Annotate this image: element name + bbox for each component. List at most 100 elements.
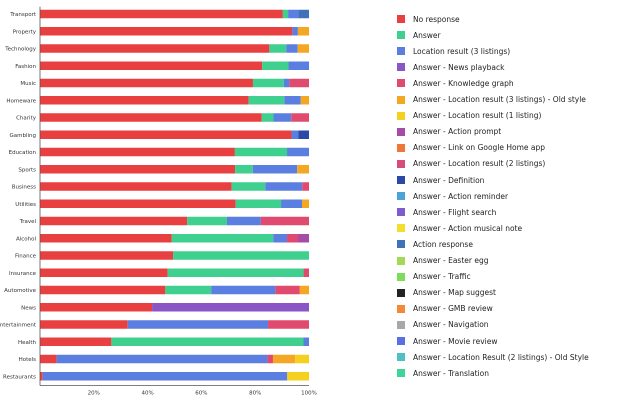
bar-segment-charity-no-response — [40, 113, 262, 122]
category-label-alcohol: Alcohol — [16, 236, 37, 242]
legend-label: Answer - Definition — [413, 175, 485, 185]
legend-item-answer-knowledge-graph: Answer - Knowledge graph — [397, 76, 514, 90]
legend-label: Answer - Navigation — [413, 320, 489, 330]
bar-segment-insurance-answer-knowledge-graph — [303, 268, 309, 277]
bar-segment-fashion-answer — [262, 61, 289, 70]
bar-segment-entertainment-location-result-3-listings — [127, 320, 269, 329]
bar-segment-automotive-location-result-3-listings — [211, 285, 276, 295]
legend-item-answer-location-result-2-listings-old-style: Answer - Location Result (2 listings) - … — [397, 350, 589, 364]
legend-label: Answer - Translation — [413, 368, 489, 378]
bar-segment-travel-answer — [187, 216, 227, 226]
legend-item-answer-map-suggest: Answer - Map suggest — [397, 286, 496, 300]
legend-label: Answer - Location result (3 listings) - … — [413, 95, 586, 104]
legend-label: Answer - Location result (1 listing) — [413, 111, 542, 121]
bar-segment-property-location-result-3-listings — [292, 27, 298, 36]
bar-segment-utilities-no-response — [40, 199, 236, 208]
bar-segment-travel-answer-knowledge-graph — [260, 216, 309, 226]
bar-segment-utilities-answer — [235, 199, 282, 208]
legend-swatch — [397, 208, 405, 217]
legend-swatch — [397, 288, 405, 297]
bar-segment-education-location-result-3-listings — [287, 147, 309, 157]
bar-segment-sports-answer — [235, 165, 253, 174]
bar-segment-health-location-result-3-listings — [303, 337, 309, 346]
bar-segment-alcohol-answer-knowledge-graph — [287, 234, 299, 243]
legend-item-answer-movie-review: Answer - Movie review — [397, 334, 497, 348]
bar-segment-insurance-answer — [167, 268, 304, 277]
legend-item-answer-action-prompt: Answer - Action prompt — [397, 125, 501, 139]
bar-segment-hotels-answer-location-result-1-listing — [295, 354, 309, 364]
legend-swatch — [397, 320, 405, 329]
bar-segment-transport-answer — [282, 9, 289, 19]
bar-segment-technology-location-result-3-listings — [286, 44, 298, 53]
bar-segment-technology-no-response — [40, 44, 270, 53]
legend-swatch — [397, 127, 405, 136]
legend-swatch — [397, 353, 405, 362]
bar-segment-entertainment-answer-knowledge-graph — [268, 320, 309, 329]
bar-segment-technology-answer — [269, 44, 287, 53]
bar-segment-homeware-answer-location-result-3-listings-old-style — [300, 96, 309, 105]
legend-item-answer-easter-egg: Answer - Easter egg — [397, 254, 489, 268]
category-labels: Transport Property Technology Fashion Music H… — [0, 12, 37, 380]
category-label-entertainment: Entertainment — [0, 323, 37, 329]
bar-segment-alcohol-answer-action-prompt — [298, 234, 309, 243]
legend-swatch — [397, 369, 405, 378]
bar-segment-insurance-no-response — [40, 268, 168, 277]
legend-swatch — [397, 143, 405, 152]
bar-segment-automotive-answer-location-result-3-listings-old-style — [299, 285, 309, 295]
bar-segment-charity-answer — [261, 113, 274, 122]
bar-segment-fashion-no-response — [40, 61, 263, 70]
legend-item-action-response: Action response — [397, 237, 473, 251]
legend-item-answer-traffic: Answer - Traffic — [397, 270, 471, 284]
bar-segment-sports-answer-location-result-3-listings-old-style — [297, 165, 309, 174]
bar-segment-restaurants-answer-location-result-1-listing — [287, 372, 309, 381]
bar-segment-entertainment-no-response — [40, 320, 128, 329]
bar-segment-automotive-no-response — [40, 285, 166, 295]
bar-segment-gambling-answer-definition — [298, 130, 309, 139]
bar-segment-homeware-location-result-3-listings — [284, 96, 301, 105]
category-label-fashion: Fashion — [15, 64, 36, 70]
category-label-news: News — [21, 305, 36, 311]
legend-label: Answer - Easter egg — [413, 256, 489, 265]
x-tick-label-40: 40% — [141, 391, 153, 397]
bar-segment-music-answer — [252, 78, 284, 88]
category-label-finance: Finance — [15, 254, 37, 260]
legend-swatch — [397, 304, 405, 313]
x-tick-label-80: 80% — [249, 391, 261, 397]
category-label-travel: Travel — [19, 219, 37, 225]
legend-label: Location result (3 listings) — [413, 46, 511, 56]
bar-segment-sports-no-response — [40, 165, 236, 174]
bar-segment-finance-answer — [173, 251, 309, 260]
bar-segment-business-answer — [231, 182, 266, 191]
legend-item-answer-translation: Answer - Translation — [397, 366, 489, 380]
bar-segment-property-answer-location-result-3-listings-old-style — [297, 27, 309, 36]
legend-swatch — [397, 272, 405, 281]
bar-segment-technology-answer-location-result-3-listings-old-style — [297, 44, 309, 53]
category-label-technology: Technology — [4, 47, 37, 53]
bar-segment-automotive-answer — [165, 285, 212, 295]
bar-segment-hotels-location-result-3-listings — [56, 354, 268, 364]
bar-segment-gambling-location-result-3-listings — [291, 130, 299, 139]
category-label-hotels: Hotels — [19, 357, 37, 363]
legend-item-answer-action-musical-note: Answer - Action musical note — [397, 221, 522, 235]
legend-swatch — [397, 176, 405, 184]
bars-group — [40, 9, 309, 381]
bar-segment-travel-location-result-3-listings — [226, 216, 261, 226]
legend-swatch — [397, 337, 405, 345]
legend-item-answer: Answer — [397, 28, 441, 42]
legend-label: Action response — [413, 239, 473, 249]
bar-segment-hotels-answer-location-result-3-listings-old-style — [272, 354, 296, 364]
bar-segment-homeware-answer — [248, 96, 285, 105]
bar-segment-restaurants-no-response — [40, 372, 43, 381]
legend-label: Answer - News playback — [413, 62, 505, 72]
bar-segment-music-location-result-3-listings — [283, 78, 290, 88]
category-label-health: Health — [18, 340, 37, 346]
bar-segment-transport-no-response — [40, 9, 283, 19]
category-label-gambling: Gambling — [9, 133, 36, 139]
bar-segment-finance-no-response — [40, 251, 174, 260]
legend-swatch — [397, 111, 405, 120]
legend-item-answer-location-result-2-listings: Answer - Location result (2 listings) — [397, 157, 545, 171]
legend-item-location-result-3-listings: Location result (3 listings) — [397, 44, 510, 58]
bar-segment-charity-answer-knowledge-graph — [291, 113, 309, 122]
bar-segment-music-answer-knowledge-graph — [289, 78, 309, 88]
